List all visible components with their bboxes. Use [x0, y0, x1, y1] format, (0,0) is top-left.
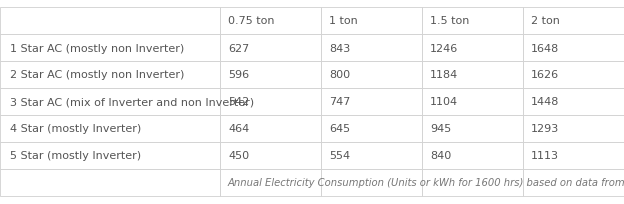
- Text: 945: 945: [430, 124, 451, 134]
- Bar: [523, 115, 624, 142]
- Text: 2 ton: 2 ton: [531, 16, 560, 26]
- Bar: [321, 35, 422, 62]
- Text: 1448: 1448: [531, 97, 559, 107]
- Text: 542: 542: [228, 97, 249, 107]
- Bar: [0, 89, 220, 115]
- Bar: [422, 89, 523, 115]
- Bar: [220, 35, 321, 62]
- Text: 800: 800: [329, 70, 350, 80]
- Text: 1 Star AC (mostly non Inverter): 1 Star AC (mostly non Inverter): [10, 43, 184, 53]
- Bar: [523, 62, 624, 89]
- Bar: [321, 115, 422, 142]
- Text: 1104: 1104: [430, 97, 458, 107]
- Text: 747: 747: [329, 97, 350, 107]
- Text: 596: 596: [228, 70, 249, 80]
- Bar: [321, 62, 422, 89]
- Bar: [321, 169, 422, 196]
- Bar: [523, 142, 624, 169]
- Bar: [523, 89, 624, 115]
- Bar: [523, 8, 624, 35]
- Text: 0.75 ton: 0.75 ton: [228, 16, 275, 26]
- Text: 1648: 1648: [531, 43, 559, 53]
- Bar: [0, 62, 220, 89]
- Bar: [321, 89, 422, 115]
- Bar: [0, 142, 220, 169]
- Text: 840: 840: [430, 151, 451, 161]
- Text: 1.5 ton: 1.5 ton: [430, 16, 469, 26]
- Text: 1 ton: 1 ton: [329, 16, 358, 26]
- Bar: [422, 142, 523, 169]
- Bar: [220, 115, 321, 142]
- Bar: [422, 62, 523, 89]
- Text: 645: 645: [329, 124, 350, 134]
- Text: 464: 464: [228, 124, 249, 134]
- Bar: [422, 115, 523, 142]
- Text: 1246: 1246: [430, 43, 458, 53]
- Bar: [220, 89, 321, 115]
- Bar: [0, 8, 220, 35]
- Text: 627: 627: [228, 43, 249, 53]
- Text: 1113: 1113: [531, 151, 559, 161]
- Text: 3 Star AC (mix of Inverter and non Inverter): 3 Star AC (mix of Inverter and non Inver…: [10, 97, 254, 107]
- Bar: [321, 8, 422, 35]
- Bar: [220, 8, 321, 35]
- Text: 1626: 1626: [531, 70, 559, 80]
- Text: Annual Electricity Consumption (Units or kWh for 1600 hrs) based on data from BE: Annual Electricity Consumption (Units or…: [228, 178, 624, 188]
- Text: 554: 554: [329, 151, 350, 161]
- Bar: [0, 169, 220, 196]
- Bar: [523, 169, 624, 196]
- Bar: [220, 142, 321, 169]
- Text: 4 Star (mostly Inverter): 4 Star (mostly Inverter): [10, 124, 141, 134]
- Bar: [321, 142, 422, 169]
- Bar: [220, 169, 321, 196]
- Bar: [0, 115, 220, 142]
- Bar: [220, 62, 321, 89]
- Text: 1184: 1184: [430, 70, 458, 80]
- Bar: [523, 35, 624, 62]
- Text: 5 Star (mostly Inverter): 5 Star (mostly Inverter): [10, 151, 141, 161]
- Text: 843: 843: [329, 43, 350, 53]
- Text: 1293: 1293: [531, 124, 559, 134]
- Bar: [422, 8, 523, 35]
- Bar: [422, 35, 523, 62]
- Text: 2 Star AC (mostly non Inverter): 2 Star AC (mostly non Inverter): [10, 70, 184, 80]
- Bar: [0, 35, 220, 62]
- Text: 450: 450: [228, 151, 249, 161]
- Bar: [422, 169, 523, 196]
